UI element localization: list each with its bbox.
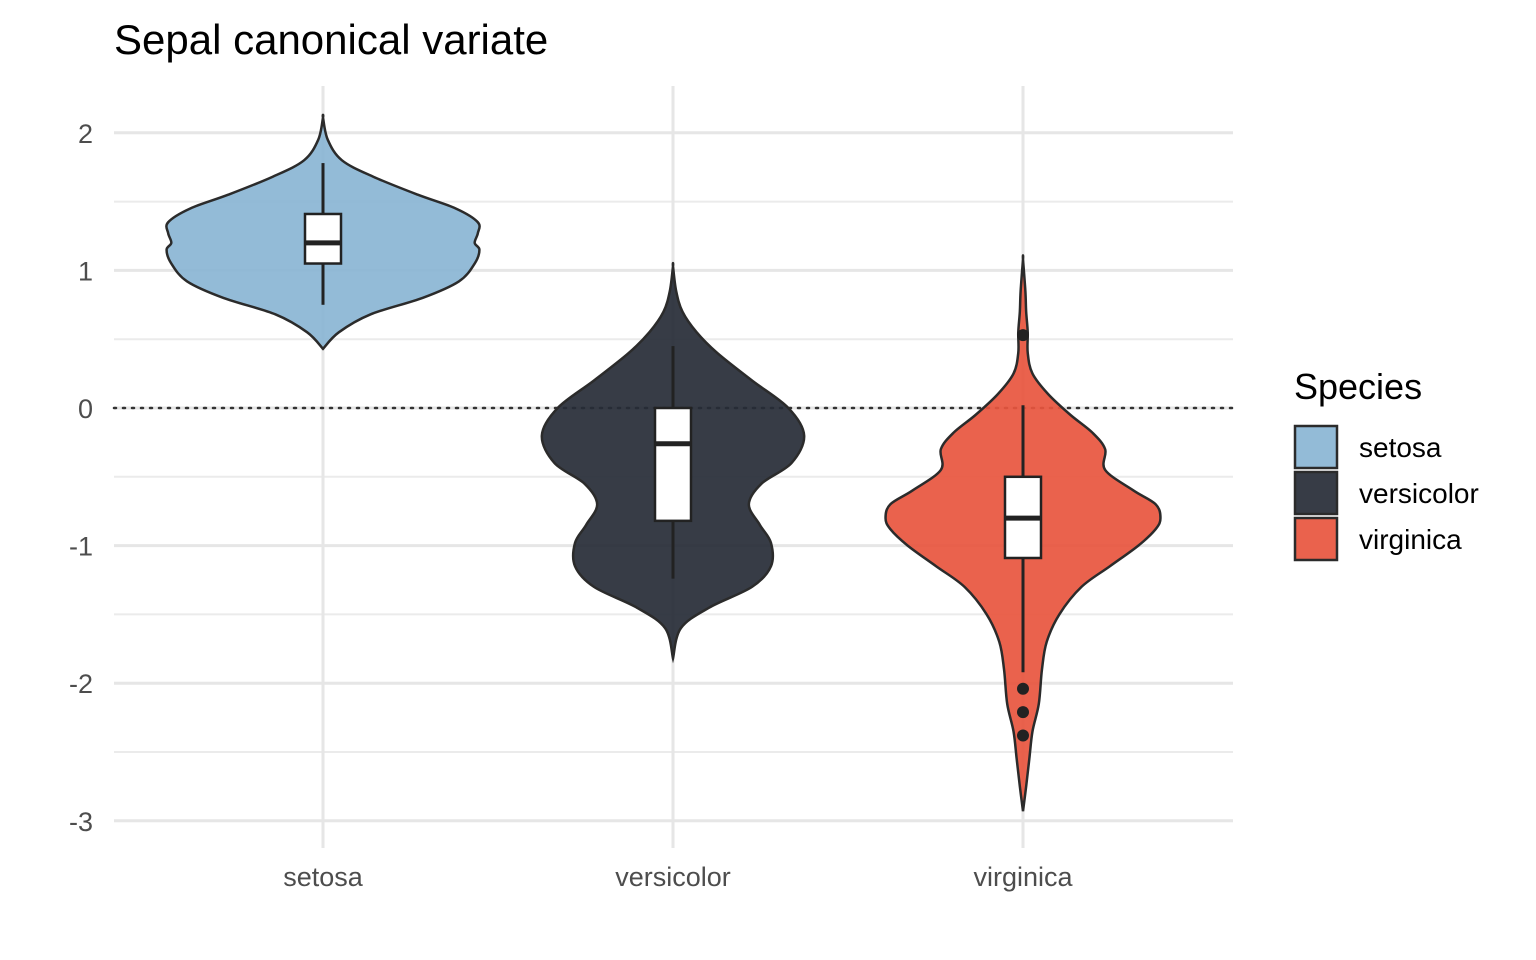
chart-title: Sepal canonical variate bbox=[114, 16, 548, 63]
outlier-point bbox=[1017, 729, 1029, 742]
y-tick-label: -2 bbox=[69, 669, 93, 699]
box-setosa bbox=[303, 212, 343, 265]
violin-group-virginica bbox=[884, 254, 1162, 812]
legend-title: Species bbox=[1294, 366, 1422, 407]
legend-swatch bbox=[1293, 424, 1339, 470]
y-tick-label: 2 bbox=[78, 119, 93, 149]
x-axis-tick-labels: setosa versicolor virginica bbox=[283, 862, 1073, 892]
outlier-point bbox=[1017, 706, 1029, 719]
legend-label: setosa bbox=[1359, 432, 1442, 463]
legend-swatch bbox=[1293, 470, 1339, 516]
y-tick-label: 0 bbox=[78, 394, 93, 424]
violin-group-versicolor bbox=[540, 261, 806, 664]
y-tick-label: -3 bbox=[69, 807, 93, 837]
legend-label: versicolor bbox=[1359, 478, 1479, 509]
box-versicolor bbox=[653, 406, 693, 523]
y-tick-label: 1 bbox=[78, 256, 93, 286]
violins bbox=[165, 113, 1162, 812]
y-tick-label: -1 bbox=[69, 532, 93, 562]
legend-label: virginica bbox=[1359, 524, 1462, 555]
legend-item-setosa: setosa bbox=[1293, 424, 1442, 470]
legend-items: setosa versicolor virginica bbox=[1293, 424, 1479, 562]
legend: Species setosa versicolor virginica bbox=[1293, 366, 1479, 562]
y-axis-tick-labels: 2 1 0 -1 -2 -3 bbox=[69, 119, 93, 837]
outlier-point bbox=[1017, 329, 1029, 342]
legend-item-virginica: virginica bbox=[1293, 516, 1462, 562]
legend-swatch bbox=[1293, 516, 1339, 562]
outlier-point bbox=[1017, 682, 1029, 695]
violin-group-setosa bbox=[165, 113, 481, 351]
x-tick-label: setosa bbox=[283, 862, 364, 892]
legend-item-versicolor: versicolor bbox=[1293, 470, 1479, 516]
x-tick-label: versicolor bbox=[615, 862, 731, 892]
x-tick-label: virginica bbox=[973, 862, 1073, 892]
